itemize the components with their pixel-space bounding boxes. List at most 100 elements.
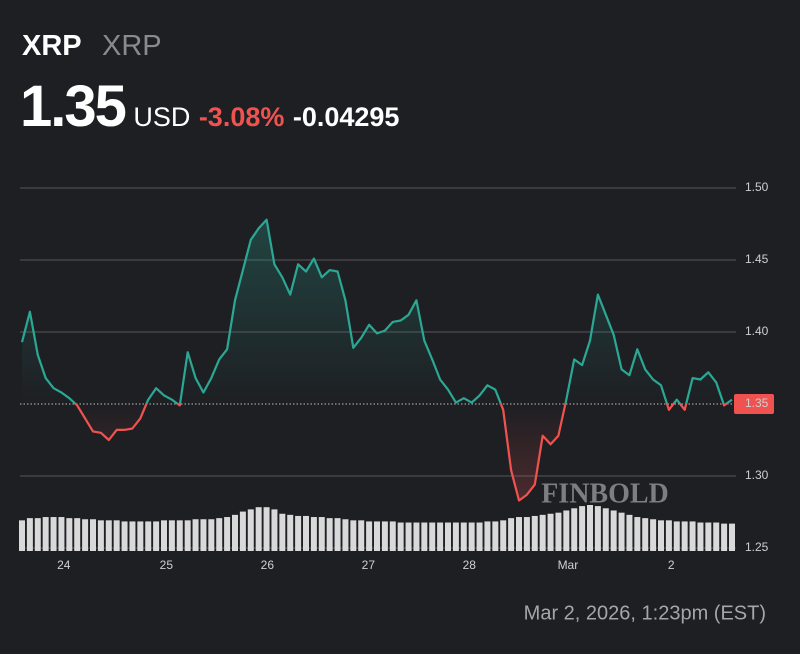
price-line: 1.35 USD -3.08% -0.04295 <box>20 74 399 139</box>
volume-bar <box>184 520 191 551</box>
volume-bar <box>255 507 262 551</box>
volume-bar <box>555 512 562 551</box>
volume-bar <box>168 520 175 551</box>
volume-bar <box>476 522 483 551</box>
x-tick-label: 28 <box>463 558 477 572</box>
volume-bar <box>161 520 167 551</box>
price-tag <box>734 394 774 414</box>
volume-bar <box>460 522 467 551</box>
volume-bar <box>366 521 373 551</box>
volume-bar <box>681 521 688 551</box>
volume-bar <box>263 507 270 551</box>
volume-bar <box>26 518 33 551</box>
y-tick-label: 1.50 <box>745 180 769 194</box>
volume-bar <box>587 505 593 551</box>
volume-bar <box>50 517 57 551</box>
volume-bar <box>350 520 357 551</box>
volume-bar <box>571 508 578 551</box>
volume-bar <box>721 523 728 551</box>
volume-bar <box>523 517 530 551</box>
watermark: FINBOLD <box>541 478 669 509</box>
x-tick-label: 27 <box>362 558 376 572</box>
volume-bar <box>121 521 128 551</box>
volume-bar <box>713 522 720 551</box>
volume-bar <box>381 521 388 551</box>
chart-title: XRP <box>22 30 82 62</box>
chart-subtitle: XRP <box>102 30 162 62</box>
volume-bar <box>287 514 294 551</box>
volume-bar <box>137 521 144 551</box>
volume-bar <box>618 512 625 551</box>
volume-bar <box>626 514 633 551</box>
volume-bar <box>82 519 89 551</box>
y-tick-label: 1.25 <box>745 540 769 554</box>
volume-bar <box>113 520 120 551</box>
volume-bar <box>295 515 302 551</box>
x-tick-label: 25 <box>160 558 174 572</box>
volume-bar <box>34 518 41 551</box>
x-tick-label: 24 <box>57 558 71 572</box>
volume-bar <box>232 514 238 551</box>
volume-bar <box>176 520 183 551</box>
volume-bar <box>437 522 444 551</box>
x-tick-label: 2 <box>668 558 675 572</box>
volume-bar <box>192 519 199 551</box>
volume-bar <box>610 510 617 551</box>
volume-bar <box>642 518 649 551</box>
price: 1.35 <box>20 74 126 139</box>
volume-bar <box>19 520 25 551</box>
volume-bar <box>145 521 152 551</box>
volume-bar <box>318 517 325 551</box>
y-tick-label: 1.45 <box>745 252 769 266</box>
volume-bar <box>97 520 104 551</box>
volume-bar <box>697 522 704 551</box>
volume-bar <box>602 508 609 551</box>
y-tick-label: 1.35 <box>745 396 769 410</box>
volume-bar <box>153 521 160 551</box>
volume-bar <box>247 509 254 551</box>
volume-bar <box>729 523 735 551</box>
volume-bar <box>310 517 317 551</box>
volume-bar <box>468 522 475 551</box>
volume-bar <box>484 521 491 551</box>
volume-bar <box>452 522 459 551</box>
volume-bar <box>279 513 286 551</box>
volume-bar <box>58 517 65 551</box>
volume-bar <box>429 522 436 551</box>
volume-bar <box>421 522 428 551</box>
volume-bar <box>579 506 586 551</box>
volume-bar <box>500 520 507 551</box>
volume-bar <box>547 513 554 551</box>
volume-bar <box>634 517 641 551</box>
volume-bar <box>689 521 696 551</box>
volume-bar <box>90 519 96 551</box>
volume-bar <box>239 511 246 551</box>
volume-bar <box>413 522 420 551</box>
volume-bar <box>516 517 522 551</box>
volume-bar <box>358 520 365 551</box>
volume-bar <box>105 520 112 551</box>
volume-bar <box>492 521 499 551</box>
volume-bar <box>374 521 380 551</box>
y-tick-label: 1.40 <box>745 324 769 338</box>
volume-bar <box>303 515 309 551</box>
volume-bar <box>42 517 49 551</box>
volume-bar <box>271 509 278 551</box>
volume-bar <box>334 518 341 551</box>
y-tick-label: 1.30 <box>745 468 769 482</box>
volume-bar <box>200 519 207 551</box>
volume-bar <box>74 518 81 551</box>
volume-bar <box>673 521 680 551</box>
x-tick-label: 26 <box>261 558 275 572</box>
change-percent: -3.08% <box>199 102 285 132</box>
volume-bar <box>389 521 396 551</box>
volume-bar <box>539 514 546 551</box>
volume-bar <box>342 519 349 551</box>
price-area <box>22 219 732 501</box>
volume-bar <box>405 522 412 551</box>
volume-bar <box>397 522 404 551</box>
volume-bar <box>326 518 333 551</box>
volume-bar <box>665 520 672 551</box>
volume-bar <box>658 520 664 551</box>
